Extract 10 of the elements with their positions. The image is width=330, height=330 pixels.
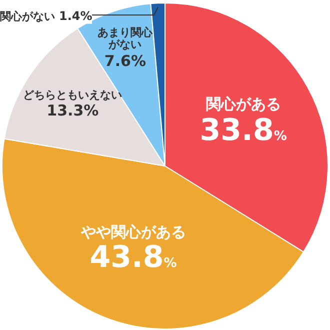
data-label: 13.3% <box>46 102 99 120</box>
data-label: 33.8% <box>200 112 287 148</box>
slice-label: やや関心がある <box>80 222 186 242</box>
data-label: 7.6% <box>104 52 146 70</box>
slice-label: あまり関心がない <box>96 26 154 52</box>
slice-label: 関心がある <box>204 96 282 114</box>
data-label: 43.8% <box>90 240 177 276</box>
slice-label: 関心がない <box>0 10 55 23</box>
slice-label: どちらともいえない <box>23 88 122 102</box>
data-label: 1.4% <box>59 8 92 23</box>
